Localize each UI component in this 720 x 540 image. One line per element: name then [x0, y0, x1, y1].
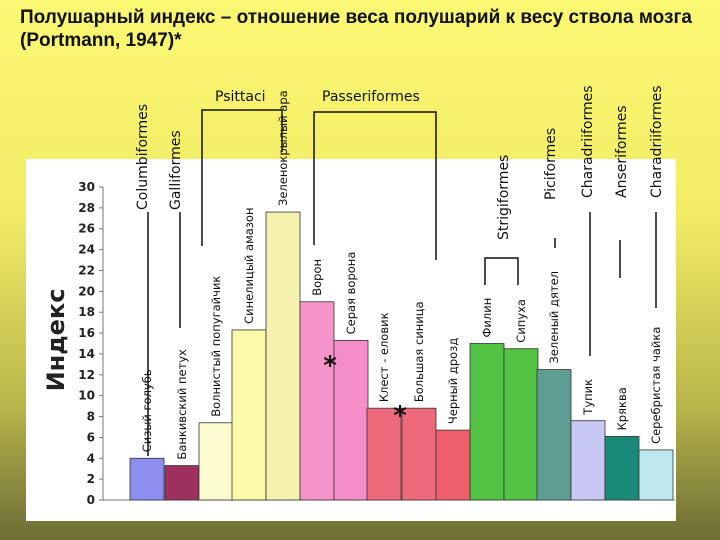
- bar-label-4: Синелицый амазон: [242, 208, 256, 324]
- y-tick-label: 10: [78, 389, 95, 403]
- star-annotation-1: *: [323, 351, 337, 381]
- bar-7: [333, 339, 369, 501]
- y-tick-label: 20: [78, 284, 95, 298]
- group-label-charadriiformes: Charadriiformes: [580, 85, 596, 198]
- group-label-galliformes: Galliformes: [168, 130, 184, 210]
- bar-label-5: Зеленокрылый ара: [276, 90, 290, 206]
- y-tick-label: 6: [87, 430, 95, 444]
- bar-10: [435, 429, 471, 501]
- bar-label-12: Сипуха: [514, 299, 528, 343]
- bar-14: [570, 420, 606, 501]
- bar-9: [401, 407, 437, 501]
- y-tick-label: 30: [78, 180, 95, 194]
- bracket-strigiformes: [484, 257, 519, 285]
- bar-13: [536, 369, 572, 501]
- y-tick-label: 0: [87, 493, 95, 507]
- bar-label-16: Серебристая чайка: [649, 327, 663, 444]
- bar-label-11: Филин: [480, 298, 494, 338]
- y-tick-label: 4: [87, 451, 95, 465]
- bar-1: [129, 457, 165, 501]
- bar-4: [231, 329, 267, 501]
- bar-11: [469, 343, 505, 501]
- bar-label-15: Кряква: [615, 387, 629, 430]
- y-tick-label: 22: [78, 263, 95, 277]
- y-tick-label: 12: [78, 368, 95, 382]
- y-tick-label: 14: [78, 347, 95, 361]
- bar-label-8: Клест - еловик: [377, 312, 391, 402]
- bar-label-10: Черный дрозд: [446, 338, 460, 424]
- y-tick-label: 18: [78, 305, 95, 319]
- bar-2: [164, 465, 200, 501]
- bar-6: [299, 301, 335, 501]
- group-brackets: [147, 109, 657, 456]
- bar-3: [198, 422, 234, 501]
- bar-label-2: Банкивский петух: [175, 349, 189, 460]
- bar-label-6: Ворон: [310, 259, 324, 296]
- bar-5: [265, 211, 301, 501]
- bar-label-13: Зеленый дятел: [547, 271, 561, 364]
- group-label-charadriiformes-2: Charadriiformes: [649, 85, 665, 198]
- y-axis-label: Индекс: [42, 289, 70, 392]
- slide-title: Полушарный индекс – отношение веса полуш…: [20, 7, 692, 51]
- bar-label-9: Большая синица: [412, 301, 426, 402]
- star-annotation-2: *: [393, 401, 407, 431]
- group-label-psittaci: Psittaci: [215, 89, 266, 105]
- group-label-anseriformes: Anseriformes: [614, 105, 630, 198]
- bar-label-1: Сизый голубь: [140, 369, 154, 452]
- group-label-columbiformes: Columbiformes: [135, 104, 151, 210]
- y-tick-label: 16: [78, 326, 95, 340]
- group-label-strigiformes: Strigiformes: [496, 155, 512, 240]
- group-label-passeriformes: Passeriformes: [322, 89, 420, 105]
- y-tick-label: 28: [78, 201, 95, 215]
- bar-label-7: Серая ворона: [344, 252, 358, 335]
- y-tick-label: 2: [87, 472, 95, 486]
- bar-15: [604, 435, 640, 501]
- bracket-psittaci: [201, 109, 283, 246]
- bar-label-14: Тупик: [581, 379, 595, 416]
- bar-16: [638, 449, 674, 501]
- y-tick-label: 26: [78, 222, 95, 236]
- bar-label-3: Волнистый попугайчик: [209, 276, 223, 417]
- group-label-piciformes: Piciformes: [543, 128, 559, 200]
- bar-12: [503, 348, 539, 501]
- bracket-passeriformes: [313, 111, 437, 260]
- y-tick-label: 8: [87, 410, 95, 424]
- bar-8: [366, 407, 402, 501]
- y-tick-label: 24: [78, 243, 95, 257]
